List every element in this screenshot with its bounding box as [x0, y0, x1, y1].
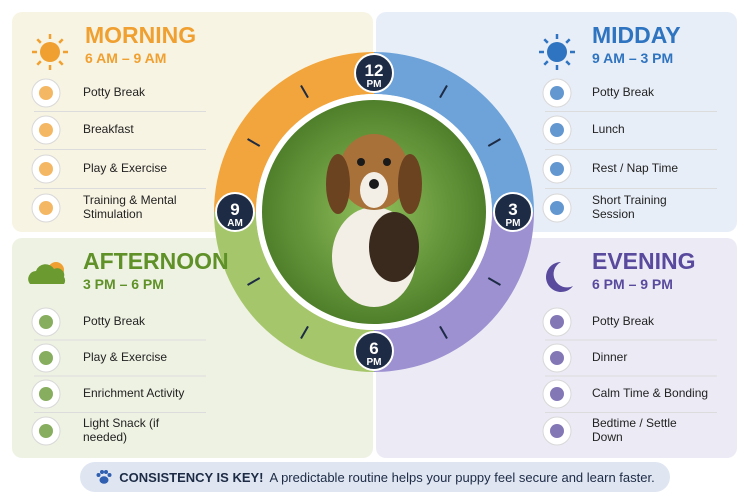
item-label: Training & Mental Stimulation — [83, 193, 177, 221]
sun-ray — [58, 38, 64, 44]
section-time: 6 PM – 9 PM — [592, 276, 673, 292]
cloud-icon — [28, 264, 66, 284]
clock-tick — [247, 138, 261, 147]
item-label: Dinner — [592, 350, 628, 365]
puppy-eye — [357, 158, 365, 166]
item-icon-glyph — [39, 201, 53, 215]
section-title: MORNING — [85, 22, 197, 48]
footer-highlight: CONSISTENCY IS KEY! — [119, 469, 264, 485]
clock-period: AM — [227, 218, 243, 229]
item-label: Potty Break — [592, 85, 655, 100]
item-icon-glyph — [550, 351, 564, 365]
ring-segment — [374, 52, 534, 212]
sun-ray — [565, 60, 571, 66]
item-icon-glyph — [550, 315, 564, 329]
clock-hour: 9 — [230, 200, 239, 219]
item-icon-glyph — [550, 162, 564, 176]
item-icon-glyph — [39, 86, 53, 100]
clock-hour: 6 — [369, 339, 378, 358]
puppy-muzzle — [360, 172, 388, 208]
section-title: AFTERNOON — [83, 248, 229, 274]
item-icon-glyph — [550, 424, 564, 438]
item-label: Short Training Session — [592, 193, 667, 221]
clock-marker — [354, 331, 394, 371]
footer: CONSISTENCY IS KEY! A predictable routin… — [80, 462, 670, 492]
ring-segment — [374, 212, 534, 372]
clock-period: PM — [367, 79, 382, 90]
item-icon-glyph — [550, 201, 564, 215]
sun-ray — [543, 38, 549, 44]
item-label: Lunch — [592, 122, 625, 137]
item-label: Calm Time & Bonding — [592, 386, 709, 401]
clock-period: PM — [367, 357, 382, 368]
item-label: Potty Break — [83, 314, 146, 329]
clock-tick — [300, 325, 309, 339]
sun-ray — [543, 60, 549, 66]
item-icon-glyph — [550, 86, 564, 100]
item-icon-glyph — [39, 351, 53, 365]
section-title: EVENING — [592, 248, 696, 274]
ring-segment — [214, 52, 374, 212]
sun-icon — [547, 42, 567, 62]
clock-tick — [247, 277, 261, 286]
item-icon-glyph — [39, 123, 53, 137]
puppy-eye — [383, 158, 391, 166]
item-icon-glyph — [39, 162, 53, 176]
sun-icon — [40, 42, 60, 62]
puppy-ear — [398, 154, 422, 214]
sun-ray — [36, 60, 42, 66]
section-time: 6 AM – 9 AM — [85, 50, 167, 66]
clock-period: PM — [506, 218, 521, 229]
clock-hour: 12 — [365, 61, 384, 80]
item-label: Breakfast — [83, 122, 134, 137]
clock-marker — [215, 192, 255, 232]
puppy-back — [369, 212, 419, 282]
item-icon-glyph — [550, 123, 564, 137]
ring-segment — [214, 212, 374, 372]
sun-ray — [58, 60, 64, 66]
footer-text: A predictable routine helps your puppy f… — [269, 469, 655, 485]
clock-tick — [300, 85, 309, 99]
sun-ray — [565, 38, 571, 44]
item-icon-glyph — [550, 387, 564, 401]
moon-icon — [546, 262, 573, 292]
item-label: Potty Break — [83, 85, 146, 100]
section-time: 9 AM – 3 PM — [592, 50, 674, 66]
item-label: Enrichment Activity — [83, 386, 185, 401]
item-icon-glyph — [39, 315, 53, 329]
clock-marker — [354, 53, 394, 93]
clock-tick — [439, 85, 448, 99]
puppy-nose — [369, 179, 379, 189]
item-label: Play & Exercise — [83, 161, 168, 176]
paw-icon — [96, 470, 112, 484]
item-label: Light Snack (if needed) — [83, 416, 160, 444]
clock-hour: 3 — [508, 200, 517, 219]
section-time: 3 PM – 6 PM — [83, 276, 164, 292]
clock-tick — [439, 325, 448, 339]
clock-marker — [493, 192, 533, 232]
item-label: Bedtime / Settle Down — [592, 416, 677, 444]
clock-tick — [487, 277, 501, 286]
item-icon-glyph — [39, 424, 53, 438]
item-label: Rest / Nap Time — [592, 161, 679, 176]
section-title: MIDDAY — [592, 22, 681, 48]
item-label: Play & Exercise — [83, 350, 168, 365]
item-icon-glyph — [39, 387, 53, 401]
item-label: Potty Break — [592, 314, 655, 329]
clock-tick — [487, 138, 501, 147]
sun-ray — [36, 38, 42, 44]
puppy-ear — [326, 154, 350, 214]
